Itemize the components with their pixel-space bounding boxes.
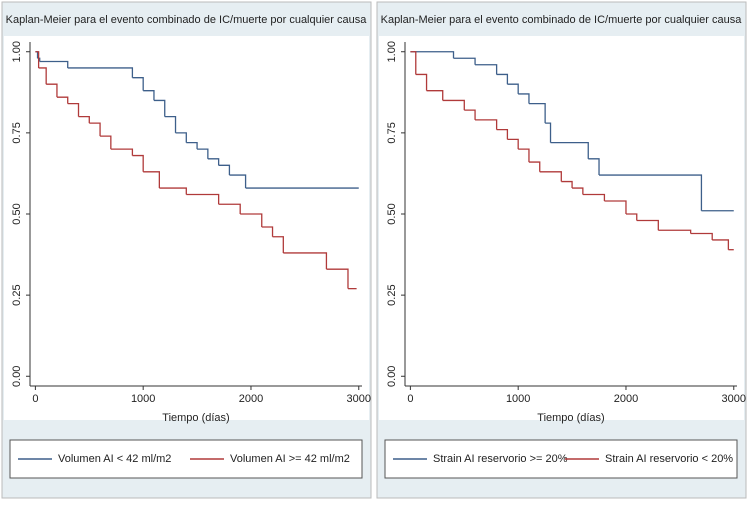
y-tick-label: 0.75	[11, 122, 23, 143]
x-axis-label: Tiempo (días)	[537, 412, 604, 424]
survival-step	[67, 103, 80, 117]
x-tick-label: 3000	[722, 393, 746, 405]
survival-step	[175, 132, 187, 143]
survival-step	[272, 236, 284, 253]
survival-step	[159, 187, 187, 195]
legend-box	[9, 439, 363, 479]
survival-step	[636, 219, 659, 231]
survival-step	[326, 268, 349, 289]
legend-label: Volumen AI >= 42 ml/m2	[230, 453, 350, 465]
survival-step	[218, 203, 241, 214]
survival-step	[38, 67, 47, 85]
survival-step	[550, 141, 589, 159]
x-tick-label: 0	[32, 393, 38, 405]
survival-step	[186, 193, 220, 205]
survival-step	[475, 119, 498, 130]
survival-step	[218, 164, 231, 176]
legend-box	[384, 439, 738, 479]
plot-region	[379, 36, 744, 420]
survival-step	[528, 161, 541, 172]
survival-step	[464, 109, 476, 120]
survival-step	[539, 171, 562, 182]
survival-step	[35, 51, 40, 68]
survival-step	[690, 232, 713, 240]
survival-step	[426, 90, 444, 101]
chart-title: Kaplan-Meier para el evento combinado de…	[381, 14, 743, 26]
survival-step	[545, 122, 552, 143]
survival-step	[658, 229, 692, 234]
survival-step	[110, 148, 134, 156]
survival-step	[67, 67, 134, 78]
survival-step	[132, 77, 144, 91]
survival-step	[712, 239, 730, 250]
x-tick-label: 2000	[614, 393, 638, 405]
survival-step	[599, 174, 703, 211]
y-tick-label: 0.50	[11, 203, 23, 224]
survival-step	[496, 128, 509, 140]
survival-step	[475, 64, 498, 75]
survival-step	[410, 51, 455, 59]
survival-step	[46, 83, 58, 98]
x-tick-label: 2000	[239, 393, 263, 405]
survival-step	[604, 200, 627, 214]
y-tick-label: 0.00	[11, 366, 23, 387]
survival-step	[132, 154, 144, 172]
chart-title: Kaplan-Meier para el evento combinado de…	[6, 14, 368, 26]
survival-step	[572, 187, 584, 195]
survival-step	[261, 226, 274, 237]
legend-label: Volumen AI < 42 ml/m2	[58, 453, 171, 465]
x-tick-label: 0	[407, 393, 413, 405]
survival-step	[229, 174, 247, 189]
survival-step	[186, 141, 198, 150]
survival-step	[561, 180, 573, 189]
survival-step	[197, 148, 209, 159]
survival-step	[240, 213, 263, 227]
x-axis-label: Tiempo (días)	[162, 412, 229, 424]
survival-step	[207, 158, 220, 166]
survival-step	[507, 138, 519, 150]
survival-step	[100, 135, 112, 150]
survival-step	[528, 103, 546, 124]
survival-step	[153, 99, 166, 117]
survival-step	[453, 57, 476, 65]
survival-step	[518, 148, 530, 163]
legend-label: Strain AI reservorio < 20%	[605, 453, 733, 465]
survival-step	[39, 60, 69, 68]
y-tick-label: 1.00	[386, 41, 398, 62]
survival-step	[143, 90, 155, 101]
survival-step	[625, 213, 638, 221]
y-tick-label: 1.00	[11, 41, 23, 62]
survival-step	[415, 73, 428, 91]
y-tick-label: 0.75	[386, 122, 398, 143]
y-tick-label: 0.25	[11, 284, 23, 305]
survival-step	[507, 83, 519, 94]
y-tick-label: 0.25	[386, 284, 398, 305]
survival-step	[164, 115, 177, 133]
survival-step	[518, 93, 530, 104]
x-tick-label: 3000	[347, 393, 371, 405]
survival-step	[56, 96, 69, 104]
survival-step	[496, 73, 509, 85]
survival-step	[410, 51, 417, 75]
x-tick-label: 1000	[131, 393, 155, 405]
survival-step	[143, 171, 161, 189]
survival-step	[588, 158, 600, 176]
y-tick-label: 0.00	[386, 366, 398, 387]
y-tick-label: 0.50	[386, 203, 398, 224]
survival-step	[582, 193, 606, 202]
x-tick-label: 1000	[506, 393, 530, 405]
survival-step	[442, 99, 465, 111]
legend-label: Strain AI reservorio >= 20%	[433, 453, 568, 465]
plot-region	[4, 36, 369, 420]
survival-step	[78, 115, 90, 124]
survival-step	[283, 252, 328, 270]
survival-step	[89, 122, 101, 137]
